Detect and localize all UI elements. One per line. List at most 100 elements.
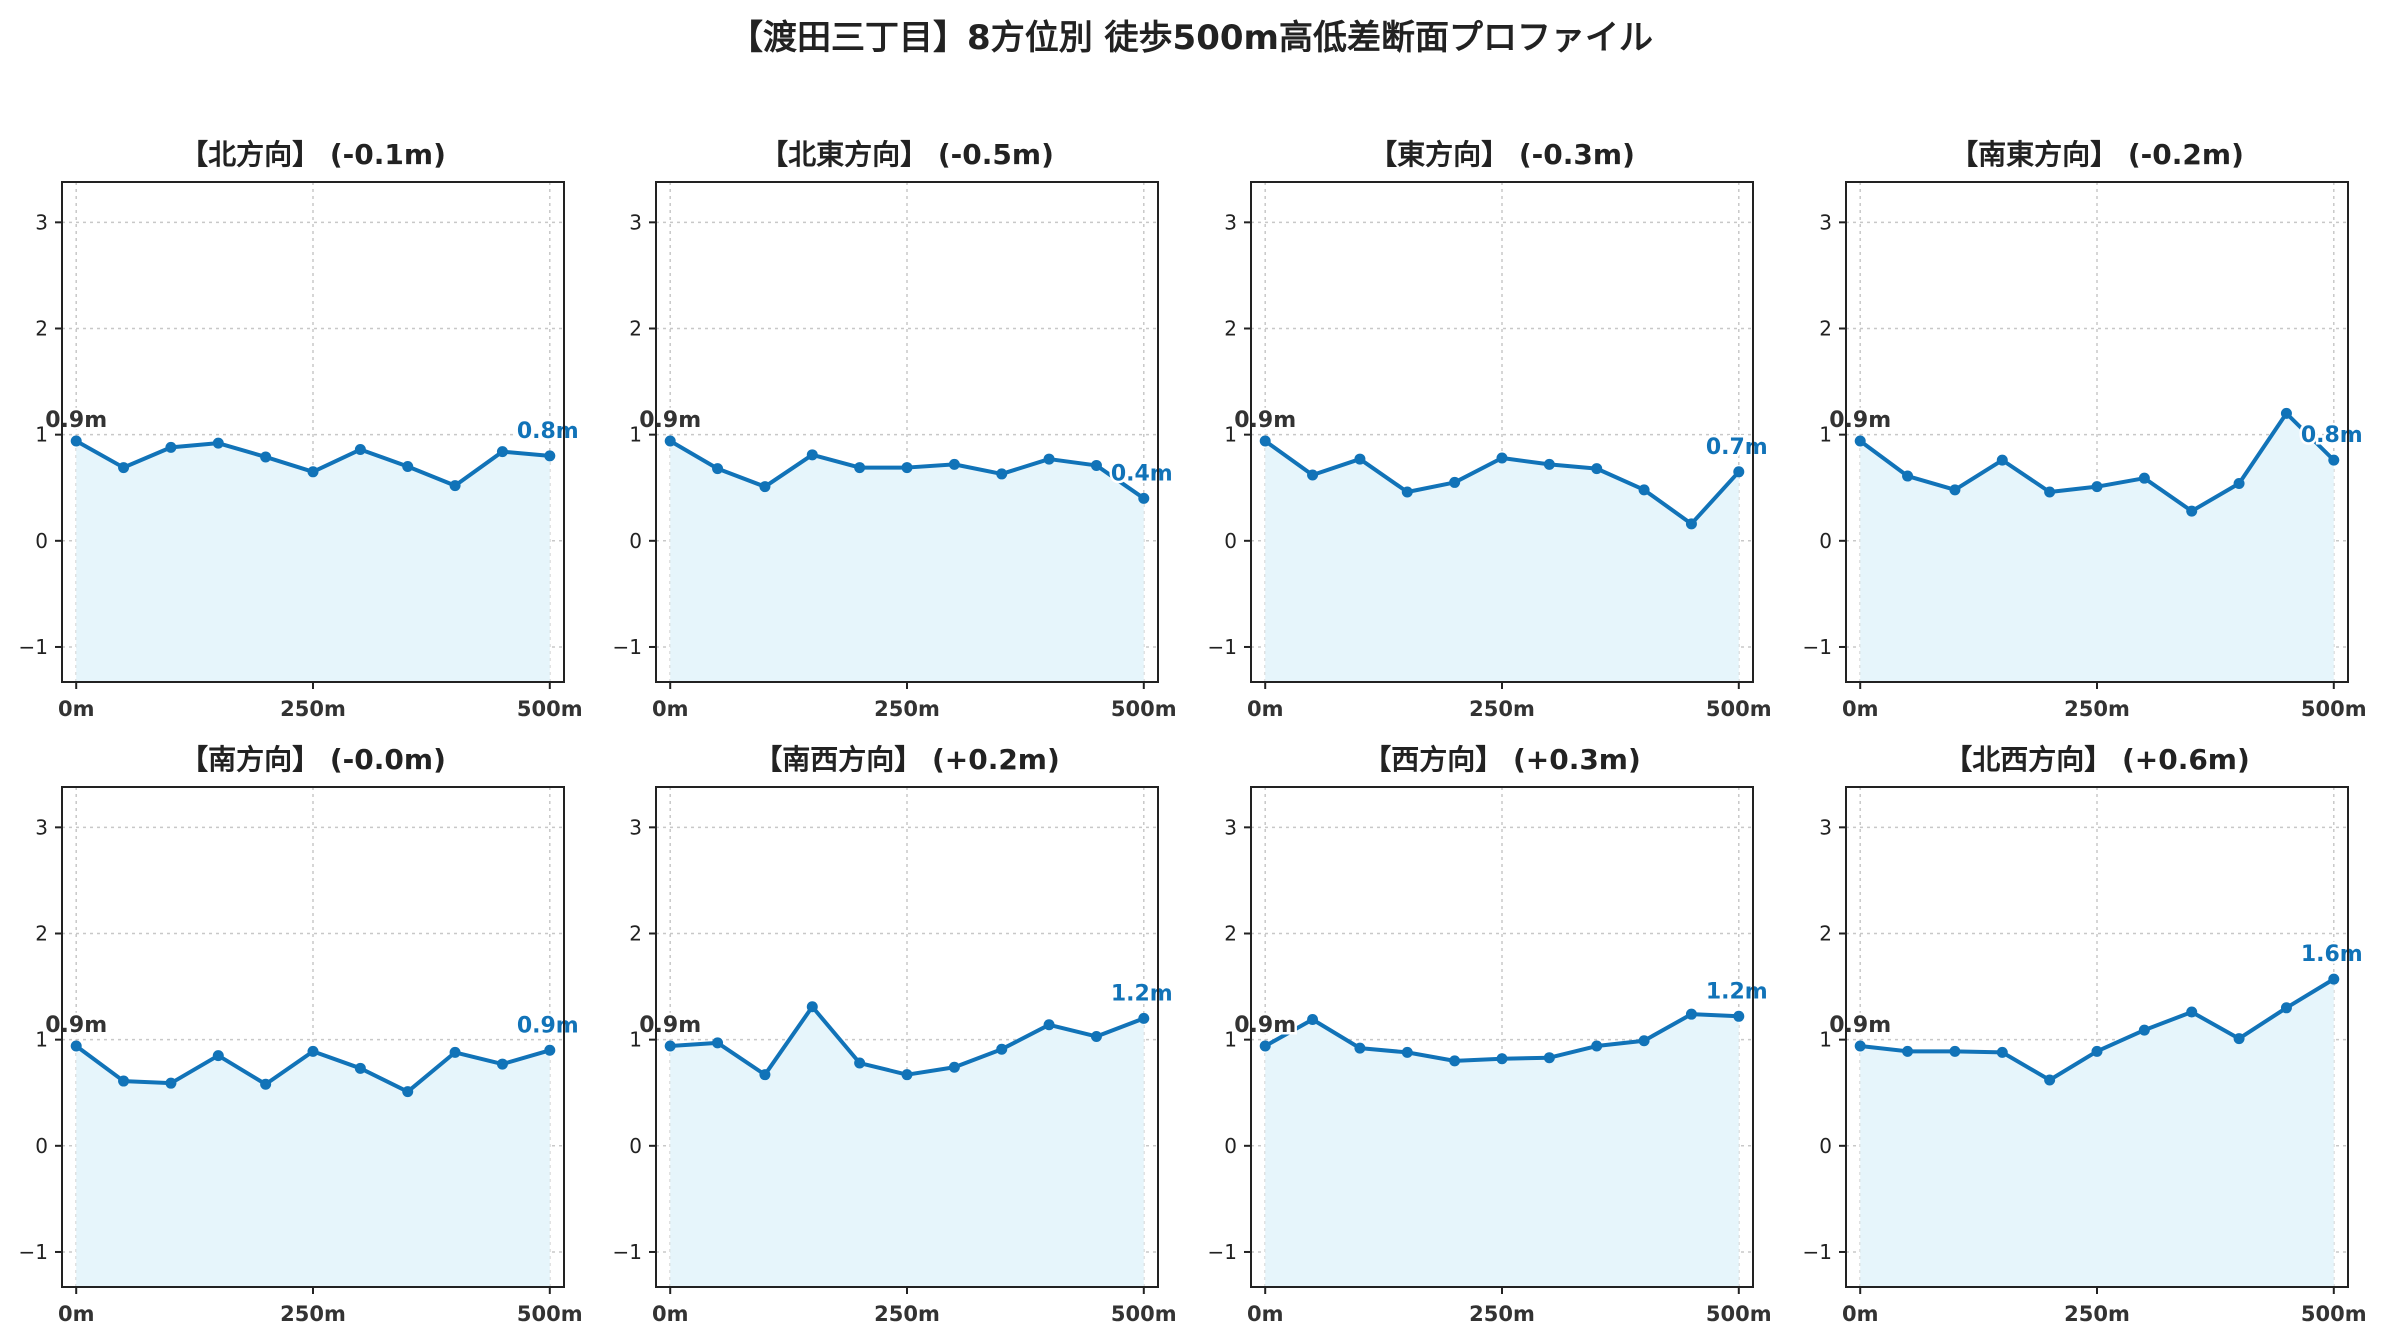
x-tick-label: 250m bbox=[280, 697, 346, 721]
y-tick-label: 2 bbox=[1819, 921, 1832, 945]
data-point bbox=[1996, 454, 2008, 466]
data-point bbox=[996, 1043, 1008, 1055]
data-point bbox=[402, 1086, 414, 1098]
x-tick-label: 250m bbox=[280, 1302, 346, 1326]
y-tick-label: 3 bbox=[1819, 210, 1832, 234]
data-point bbox=[165, 1077, 177, 1089]
subplot-title: 【南西方向】 (+0.2m) bbox=[754, 743, 1060, 776]
start-value-label: 0.9m bbox=[639, 408, 701, 433]
data-point bbox=[449, 1046, 461, 1058]
y-tick-label: 3 bbox=[1819, 815, 1832, 839]
area-fill bbox=[76, 441, 550, 682]
data-point bbox=[1138, 492, 1150, 504]
y-tick-label: 0 bbox=[1819, 529, 1832, 553]
data-point bbox=[307, 466, 319, 478]
data-point bbox=[1854, 435, 1866, 447]
x-tick-label: 500m bbox=[1111, 697, 1177, 721]
x-tick-label: 0m bbox=[58, 697, 95, 721]
end-value-label: 0.4m bbox=[1111, 461, 1173, 486]
data-point bbox=[806, 1001, 818, 1013]
figure-title: 【渡田三丁目】8方位別 徒歩500m高低差断面プロファイル bbox=[729, 18, 1653, 58]
subplot-3: 【東方向】 (-0.3m) 0.9m 0.7m −1 0 1 2 3 0m 250m 500m bbox=[1208, 138, 1772, 721]
y-tick-label: 0 bbox=[35, 1134, 48, 1158]
data-point bbox=[260, 451, 272, 463]
data-point bbox=[70, 1040, 82, 1052]
y-tick-label: −1 bbox=[613, 635, 642, 659]
y-tick-label: 2 bbox=[629, 316, 642, 340]
data-point bbox=[759, 1069, 771, 1081]
x-tick-label: 500m bbox=[2301, 1302, 2367, 1326]
x-tick-label: 250m bbox=[2064, 1302, 2130, 1326]
y-tick-label: 1 bbox=[629, 423, 642, 447]
data-point bbox=[118, 462, 130, 474]
data-point bbox=[1685, 1008, 1697, 1020]
x-tick-label: 500m bbox=[517, 697, 583, 721]
y-tick-label: −1 bbox=[613, 1240, 642, 1264]
data-point bbox=[854, 1057, 866, 1069]
subplot-title: 【北西方向】 (+0.6m) bbox=[1944, 743, 2250, 776]
y-tick-label: 1 bbox=[1819, 423, 1832, 447]
data-point bbox=[1354, 1042, 1366, 1054]
subplot-title: 【北方向】 (-0.1m) bbox=[180, 138, 446, 171]
y-tick-label: 3 bbox=[35, 210, 48, 234]
data-point bbox=[2138, 1024, 2150, 1036]
y-tick-label: 2 bbox=[1224, 316, 1237, 340]
y-tick-label: −1 bbox=[19, 1240, 48, 1264]
data-point bbox=[1638, 484, 1650, 496]
data-point bbox=[70, 435, 82, 447]
data-point bbox=[664, 435, 676, 447]
data-point bbox=[1449, 1055, 1461, 1067]
data-point bbox=[712, 463, 724, 475]
data-point bbox=[354, 1062, 366, 1074]
data-point bbox=[544, 1044, 556, 1056]
y-tick-label: 1 bbox=[629, 1028, 642, 1052]
data-point bbox=[2091, 481, 2103, 493]
data-point bbox=[1259, 1040, 1271, 1052]
data-point bbox=[901, 1069, 913, 1081]
y-tick-label: 1 bbox=[1224, 1028, 1237, 1052]
y-tick-label: 2 bbox=[35, 921, 48, 945]
y-tick-label: −1 bbox=[1803, 1240, 1832, 1264]
data-point bbox=[2138, 472, 2150, 484]
data-point bbox=[402, 461, 414, 473]
area-fill bbox=[670, 441, 1144, 682]
x-tick-label: 0m bbox=[1247, 1302, 1284, 1326]
data-point bbox=[1733, 466, 1745, 478]
x-tick-label: 0m bbox=[58, 1302, 95, 1326]
data-point bbox=[2328, 454, 2340, 466]
y-tick-label: 0 bbox=[629, 529, 642, 553]
data-point bbox=[901, 462, 913, 474]
y-tick-label: 2 bbox=[1224, 921, 1237, 945]
start-value-label: 0.9m bbox=[1234, 408, 1296, 433]
x-tick-label: 250m bbox=[1469, 1302, 1535, 1326]
area-fill bbox=[1860, 979, 2334, 1287]
x-tick-label: 500m bbox=[1706, 697, 1772, 721]
data-point bbox=[1401, 486, 1413, 498]
data-point bbox=[2280, 407, 2292, 419]
subplot-8: 【北西方向】 (+0.6m) 0.9m 1.6m −1 0 1 2 3 0m 250m 500m bbox=[1803, 743, 2367, 1326]
end-value-label: 0.7m bbox=[1706, 435, 1768, 460]
data-point bbox=[1138, 1012, 1150, 1024]
subplot-7: 【西方向】 (+0.3m) 0.9m 1.2m −1 0 1 2 3 0m 250m 500m bbox=[1208, 743, 1772, 1326]
data-point bbox=[2280, 1002, 2292, 1014]
data-point bbox=[449, 480, 461, 492]
data-point bbox=[1543, 458, 1555, 470]
data-point bbox=[1043, 1019, 1055, 1031]
data-point bbox=[1543, 1052, 1555, 1064]
y-tick-label: 3 bbox=[1224, 210, 1237, 234]
data-point bbox=[212, 1050, 224, 1062]
subplot-4: 【南東方向】 (-0.2m) 0.9m 0.8m −1 0 1 2 3 0m 250m 500m bbox=[1803, 138, 2367, 721]
data-point bbox=[664, 1040, 676, 1052]
data-point bbox=[2091, 1045, 2103, 1057]
x-tick-label: 250m bbox=[2064, 697, 2130, 721]
area-fill bbox=[1265, 1014, 1739, 1287]
data-point bbox=[1090, 1030, 1102, 1042]
x-tick-label: 250m bbox=[874, 1302, 940, 1326]
data-point bbox=[496, 1058, 508, 1070]
y-tick-label: −1 bbox=[1208, 635, 1237, 659]
start-value-label: 0.9m bbox=[1234, 1013, 1296, 1038]
start-value-label: 0.9m bbox=[45, 408, 107, 433]
x-tick-label: 0m bbox=[1247, 697, 1284, 721]
y-tick-label: 0 bbox=[35, 529, 48, 553]
